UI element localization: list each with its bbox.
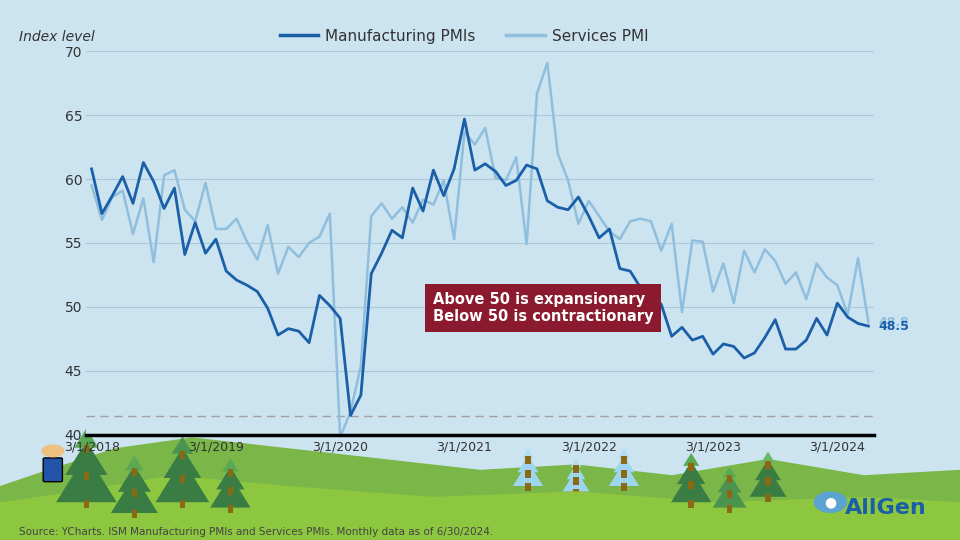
- Ellipse shape: [658, 382, 725, 395]
- Polygon shape: [522, 449, 534, 459]
- Polygon shape: [223, 458, 238, 471]
- Polygon shape: [671, 470, 711, 502]
- Bar: [727, 475, 732, 483]
- Bar: [727, 505, 732, 513]
- Ellipse shape: [814, 491, 847, 513]
- Polygon shape: [118, 465, 151, 492]
- Text: AllGen: AllGen: [845, 497, 926, 518]
- Text: Index level: Index level: [19, 30, 95, 44]
- Polygon shape: [760, 451, 776, 463]
- Polygon shape: [163, 448, 202, 478]
- Text: ●: ●: [825, 495, 836, 509]
- Polygon shape: [613, 455, 635, 472]
- Text: Above 50 is expansionary
Below 50 is contractionary: Above 50 is expansionary Below 50 is con…: [433, 292, 653, 325]
- Polygon shape: [56, 454, 117, 502]
- Bar: [228, 487, 233, 495]
- Polygon shape: [723, 467, 736, 477]
- Bar: [228, 469, 233, 477]
- Ellipse shape: [643, 379, 682, 388]
- Bar: [765, 477, 771, 485]
- Bar: [621, 470, 627, 478]
- Bar: [688, 500, 694, 508]
- Bar: [573, 464, 579, 472]
- Polygon shape: [618, 449, 630, 459]
- FancyBboxPatch shape: [43, 458, 62, 482]
- Polygon shape: [74, 428, 99, 448]
- Bar: [180, 451, 185, 459]
- Polygon shape: [65, 441, 108, 475]
- Polygon shape: [677, 461, 706, 484]
- Polygon shape: [513, 462, 543, 486]
- Bar: [621, 456, 627, 464]
- Text: 48.5: 48.5: [878, 320, 909, 333]
- Bar: [525, 483, 531, 491]
- Bar: [84, 500, 89, 508]
- Bar: [84, 445, 89, 453]
- Bar: [180, 500, 185, 508]
- Polygon shape: [156, 459, 209, 502]
- Bar: [765, 494, 771, 502]
- Polygon shape: [172, 436, 193, 454]
- Polygon shape: [125, 456, 144, 471]
- Bar: [621, 483, 627, 491]
- Bar: [573, 477, 579, 485]
- Polygon shape: [609, 462, 639, 486]
- Polygon shape: [563, 470, 589, 491]
- Bar: [132, 468, 137, 476]
- Polygon shape: [0, 475, 960, 540]
- Polygon shape: [712, 481, 747, 508]
- Polygon shape: [718, 474, 741, 492]
- Polygon shape: [216, 467, 245, 489]
- Bar: [84, 472, 89, 481]
- Text: Source: YCharts. ISM Manufacturing PMIs and Services PMIs. Monthly data as of 6/: Source: YCharts. ISM Manufacturing PMIs …: [19, 527, 493, 537]
- Polygon shape: [750, 467, 786, 497]
- Bar: [765, 461, 771, 469]
- Ellipse shape: [706, 373, 754, 383]
- Bar: [228, 505, 233, 513]
- Bar: [132, 510, 137, 518]
- Polygon shape: [210, 475, 251, 508]
- Polygon shape: [0, 437, 960, 540]
- Bar: [573, 489, 579, 497]
- Bar: [180, 475, 185, 483]
- Circle shape: [41, 444, 64, 457]
- Bar: [132, 489, 137, 497]
- Text: 48.8: 48.8: [878, 316, 909, 329]
- Polygon shape: [756, 460, 780, 480]
- Polygon shape: [684, 453, 699, 466]
- Polygon shape: [111, 475, 157, 513]
- Polygon shape: [566, 464, 586, 480]
- Bar: [688, 481, 694, 489]
- Polygon shape: [570, 458, 582, 467]
- Bar: [688, 463, 694, 471]
- Bar: [727, 490, 732, 498]
- Legend: Manufacturing PMIs, Services PMI: Manufacturing PMIs, Services PMI: [274, 23, 655, 50]
- Bar: [525, 456, 531, 464]
- Polygon shape: [517, 455, 539, 472]
- Bar: [525, 470, 531, 478]
